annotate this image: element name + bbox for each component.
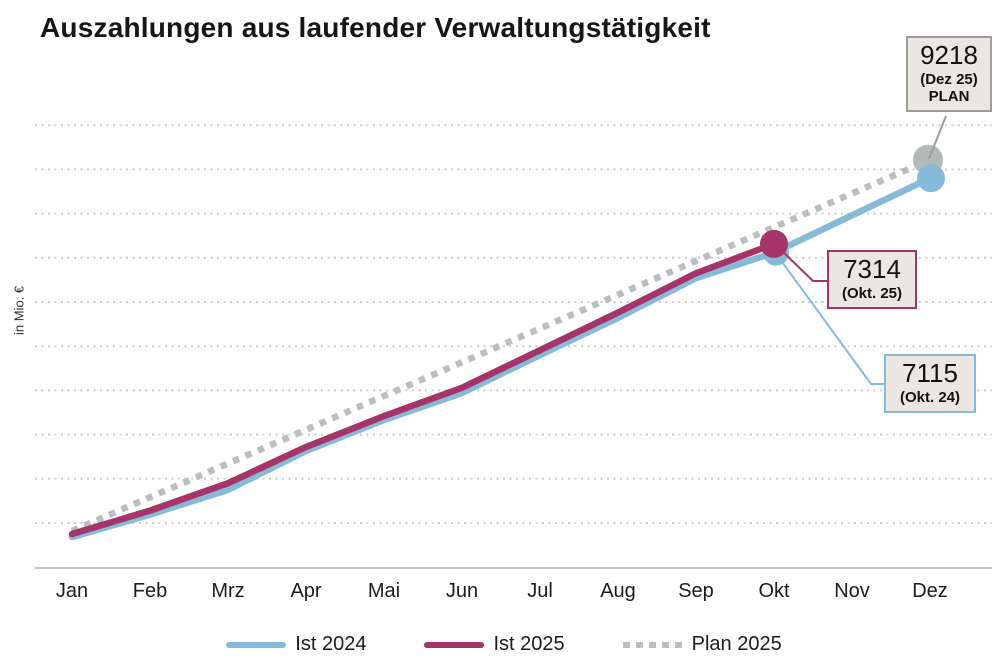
marker-ist-2025-okt: [760, 229, 788, 258]
annotation-note: (Okt. 24): [899, 388, 960, 406]
legend-label: Ist 2024: [295, 633, 367, 655]
annotation-tag: PLAN: [928, 88, 970, 106]
x-tick-sep: Sep: [678, 580, 714, 602]
series-line-ist-2025: [68, 240, 778, 538]
legend-label: Ist 2025: [493, 633, 565, 655]
legend-item-ist-2024: Ist 2024: [226, 633, 366, 656]
leader-ist-2024-okt: [778, 257, 885, 385]
annotation-plan-dez: 9218 (Dez 25) PLAN: [906, 36, 992, 113]
y-axis-label: in Mio. €: [11, 285, 27, 335]
x-tick-nov: Nov: [834, 580, 870, 602]
annotation-note: (Okt. 25): [841, 284, 902, 302]
x-tick-jan: Jan: [55, 580, 89, 602]
legend-item-ist-2025: Ist 2025: [424, 633, 565, 656]
x-tick-mrz: Mrz: [211, 580, 245, 602]
x-axis-labels: Jan Feb Mrz Apr Mai Jun Jul Aug Sep Okt Nov Dez: [0, 580, 1008, 608]
annotation-value: 9218: [920, 40, 978, 70]
x-tick-okt: Okt: [758, 580, 790, 602]
legend-label: Plan 2025: [691, 633, 782, 655]
annotation-ist2024-okt: 7115 (Okt. 24): [884, 354, 976, 414]
x-tick-dez: Dez: [912, 580, 948, 602]
legend-swatch-dotted: [622, 641, 683, 648]
x-tick-feb: Feb: [132, 580, 168, 602]
x-tick-apr: Apr: [290, 580, 322, 602]
x-tick-aug: Aug: [600, 580, 636, 602]
x-tick-jun: Jun: [445, 580, 479, 602]
leader-plan-dez: [928, 115, 947, 160]
legend-swatch-line: [424, 641, 485, 648]
x-tick-jul: Jul: [527, 580, 553, 602]
chart-title: Auszahlungen aus laufender Verwaltungstä…: [40, 12, 711, 43]
legend-swatch-line: [226, 641, 287, 648]
marker-ist-2024-dez: [917, 164, 945, 193]
series-line-ist-2024: [68, 174, 934, 541]
leader-ist-2025-okt: [782, 251, 828, 282]
annotation-ist2025-okt: 7314 (Okt. 25): [827, 250, 917, 310]
series-line-plan-2025: [70, 156, 932, 534]
annotation-value: 7314: [843, 254, 901, 284]
annotation-note: (Dez 25): [920, 70, 978, 88]
legend-item-plan-2025: Plan 2025: [622, 633, 782, 656]
chart-legend: Ist 2024 Ist 2025 Plan 2025: [0, 633, 1008, 656]
annotation-value: 7115: [902, 358, 958, 388]
x-tick-mai: Mai: [367, 580, 401, 602]
